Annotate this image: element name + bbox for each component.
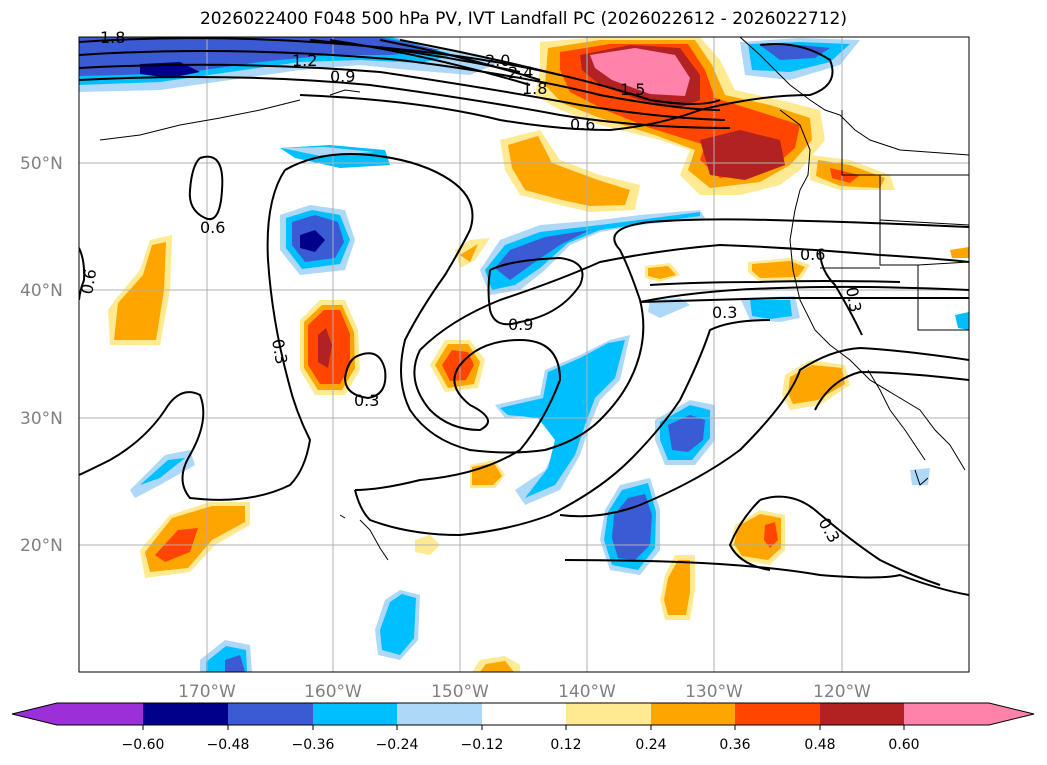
lat-label: 40°N <box>20 281 63 301</box>
lon-label: 170°W <box>178 682 236 702</box>
contour-label: 2.4 <box>508 63 533 82</box>
colorbar-tick-label: −0.60 <box>122 737 165 753</box>
contour-label: 0.9 <box>508 315 533 334</box>
colorbar-segment <box>820 703 904 725</box>
colorbar-segment <box>57 703 143 725</box>
colorbar-outline <box>11 702 1035 726</box>
contour-label: 0.9 <box>330 67 355 86</box>
lat-label: 30°N <box>20 409 63 429</box>
contour-label: 0.6 <box>800 245 825 264</box>
colorbar-tick-label: 0.60 <box>888 737 919 753</box>
colorbar-tick-label: 0.24 <box>635 737 666 753</box>
colorbar-segment <box>143 703 228 725</box>
colorbar-segment <box>651 703 735 725</box>
colorbar-tick-labels: −0.60 −0.48 −0.36 −0.24 −0.12 0.12 0.24 … <box>122 737 920 753</box>
lon-label: 120°W <box>813 682 871 702</box>
longitude-labels: 170°W 160°W 150°W 140°W 130°W 120°W <box>178 682 871 702</box>
colorbar-segment <box>313 703 397 725</box>
coastlines <box>99 37 969 561</box>
lon-label: 130°W <box>685 682 743 702</box>
contour-label: 1.5 <box>620 80 645 99</box>
contour-label: 0.3 <box>712 303 737 322</box>
colorbar-tick-label: −0.12 <box>461 737 504 753</box>
colorbar-tick-label: 0.48 <box>804 737 835 753</box>
map-title: 2026022400 F048 500 hPa PV, IVT Landfall… <box>199 9 847 29</box>
map-frame <box>78 36 970 673</box>
contour-label: 1.8 <box>522 79 547 98</box>
colorbar-segment <box>397 703 482 725</box>
colorbar-tick-label: −0.24 <box>376 737 419 753</box>
pv-contours <box>79 37 969 596</box>
colorbar-tick-label: 0.12 <box>550 737 581 753</box>
contour-label: 0.3 <box>268 337 291 365</box>
lat-label: 20°N <box>20 536 63 556</box>
colorbar-segment <box>482 703 566 725</box>
contour-label: 2.0 <box>485 51 510 70</box>
colorbar-extend-low <box>12 703 57 725</box>
lon-label: 140°W <box>558 682 616 702</box>
contour-label: 0.6 <box>570 115 595 134</box>
colorbar-ticks <box>142 725 905 730</box>
contour-label: 0.3 <box>354 391 379 410</box>
contour-label: 0.3 <box>842 285 865 313</box>
colorbar-tick-label: −0.48 <box>207 737 250 753</box>
lat-label: 50°N <box>20 154 63 174</box>
colorbar-tick-label: 0.36 <box>719 737 750 753</box>
lon-label: 160°W <box>304 682 362 702</box>
latitude-labels: 50°N 40°N 30°N 20°N <box>20 154 63 556</box>
contour-label: 0.6 <box>77 267 100 295</box>
lon-label: 150°W <box>431 682 489 702</box>
colorbar-extend-high <box>989 703 1034 725</box>
colorbar-segment <box>228 703 313 725</box>
contour-label: 0.6 <box>200 218 225 237</box>
colorbar-segment <box>566 703 651 725</box>
colorbar-segment <box>904 703 989 725</box>
colorbar-tick-label: −0.36 <box>292 737 335 753</box>
contour-label: 1.2 <box>292 51 317 70</box>
colorbar-segment <box>735 703 820 725</box>
